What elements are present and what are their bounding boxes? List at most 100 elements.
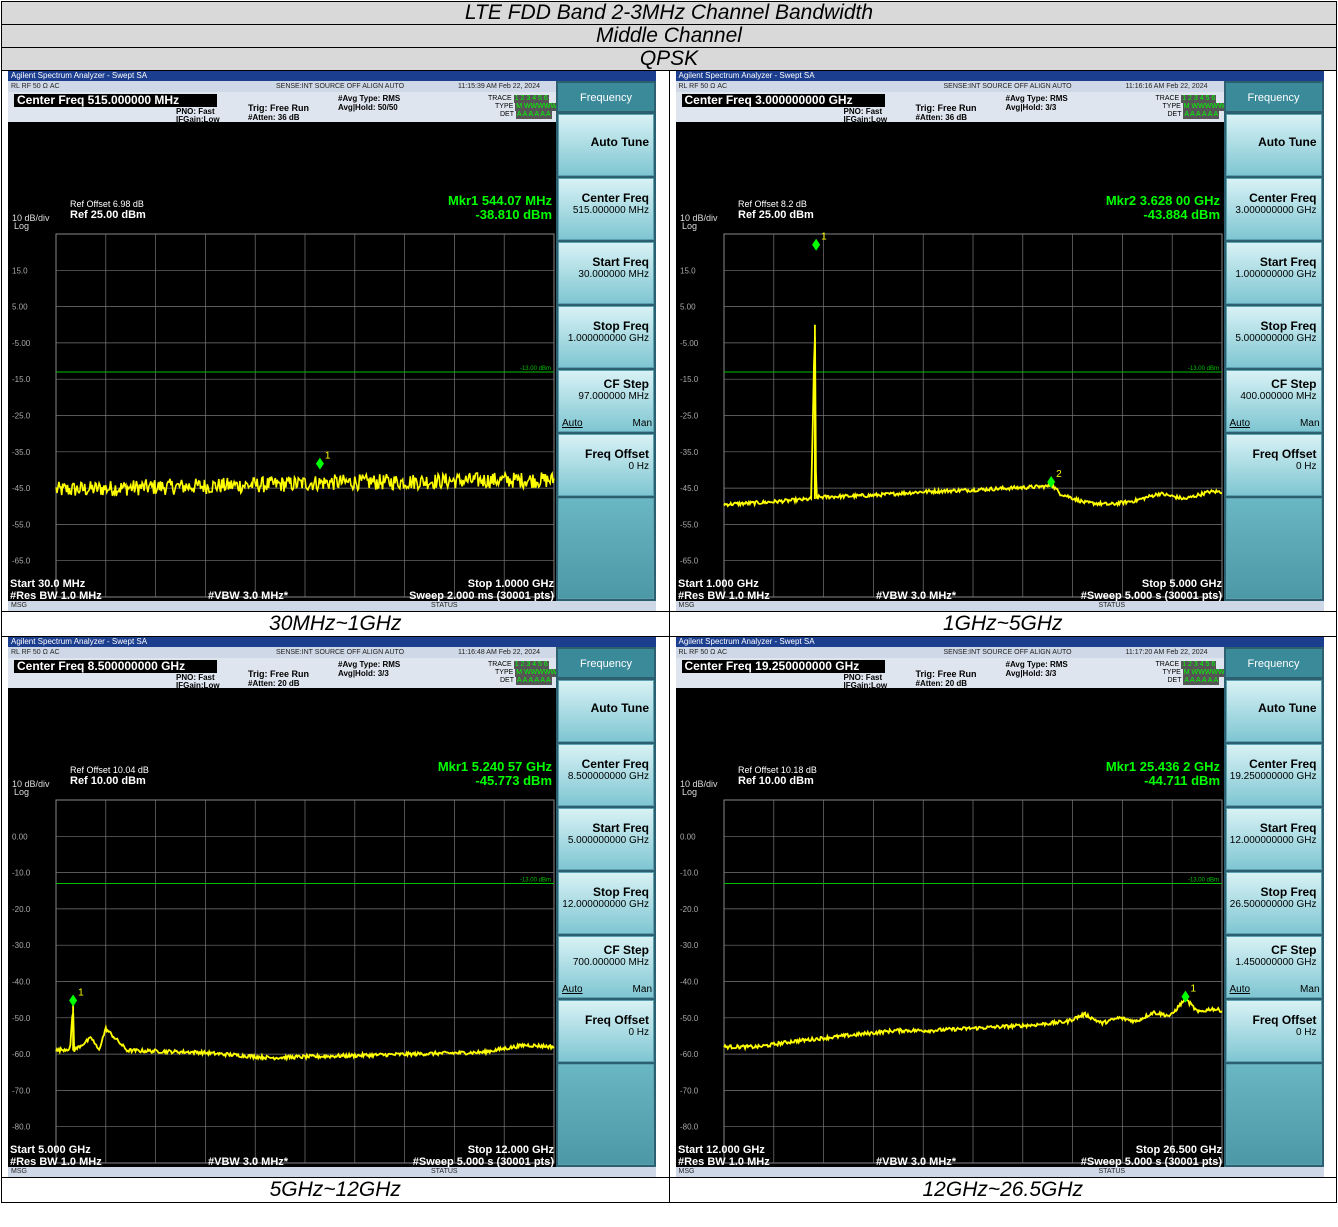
cf-step-button[interactable]: CF Step 400.000000 MHz Auto Man: [1225, 370, 1322, 432]
vbw-label: #VBW 3.0 MHz*: [876, 1156, 957, 1167]
panel-cell: Agilent Spectrum Analyzer - Swept SA RL …: [668, 70, 1337, 612]
auto-tune-button[interactable]: Auto Tune: [1225, 114, 1322, 176]
y-tick-label: -60.0: [680, 1050, 699, 1059]
start-freq-button[interactable]: Start Freq 1.000000000 GHz: [1225, 242, 1322, 304]
cf-step-value: 400.000000 MHz: [1240, 391, 1317, 402]
center-freq-button[interactable]: Center Freq 19.250000000 GHz: [1225, 744, 1322, 806]
sweep-label: #Sweep 5.000 s (30001 pts): [413, 1156, 555, 1167]
softkey-panel: Frequency Auto Tune Center Freq 515.00000…: [556, 81, 656, 601]
cf-step-auto-option[interactable]: Auto: [562, 984, 583, 995]
atten-setting: #Atten: 20 dB: [915, 679, 968, 688]
stop-freq-value: 12.000000000 GHz: [562, 899, 649, 910]
center-freq-button[interactable]: Center Freq 3.000000000 GHz: [1225, 178, 1322, 240]
freq-offset-value: 0 Hz: [1295, 461, 1317, 472]
freq-offset-button[interactable]: Freq Offset 0 Hz: [1225, 1000, 1322, 1062]
avg-type: #Avg Type: RMS: [1005, 94, 1068, 103]
timestamp: 11:16:16 AM Feb 22, 2024: [1125, 83, 1208, 90]
center-freq-value: 3.000000000 GHz: [1235, 205, 1317, 216]
stop-freq-button[interactable]: Stop Freq 1.000000000 GHz: [558, 306, 654, 368]
cf-step-man-option[interactable]: Man: [1300, 984, 1320, 995]
cf-step-man-option[interactable]: Man: [632, 418, 652, 429]
msg-label: MSG: [11, 602, 27, 609]
cf-step-title: CF Step: [1271, 943, 1317, 957]
cf-step-value: 1.450000000 GHz: [1235, 957, 1317, 968]
analyzer-status-bar: RL RF 50 Ω AC SENSE:INT SOURCE OFF ALIGN…: [8, 81, 556, 92]
avg-hold: Avg|Hold: 3/3: [1005, 103, 1057, 112]
stop-freq-button[interactable]: Stop Freq 12.000000000 GHz: [558, 872, 654, 934]
window-title: Agilent Spectrum Analyzer - Swept SA: [675, 71, 1324, 81]
status-label: STATUS: [431, 1168, 458, 1175]
cf-step-button[interactable]: CF Step 1.450000000 GHz Auto Man: [1225, 936, 1322, 998]
y-tick-label: 5.00: [12, 303, 28, 312]
ifgain-setting: IFGain:Low: [176, 115, 220, 124]
input-settings: RL RF 50 Ω AC: [678, 649, 728, 656]
center-freq-readout[interactable]: Center Freq 8.500000000 GHz: [14, 660, 217, 673]
analyzer-status-bar: RL RF 50 Ω AC SENSE:INT SOURCE OFF ALIGN…: [675, 81, 1224, 92]
input-settings: RL RF 50 Ω AC: [11, 83, 60, 90]
y-tick-label: 0.00: [680, 832, 696, 841]
y-tick-label: -40.0: [12, 978, 31, 987]
auto-tune-label: Auto Tune: [590, 135, 649, 149]
y-tick-label: -65.0: [12, 557, 31, 566]
trigger-setting: Trig: Free Run: [248, 669, 310, 679]
trace-label: TRACE: [488, 95, 512, 102]
stop-freq-value: 5.000000000 GHz: [1235, 333, 1317, 344]
start-freq-label: Start 5.000 GHz: [10, 1144, 91, 1156]
ref-offset: Ref Offset 10.18 dB: [738, 765, 817, 775]
stop-freq-button[interactable]: Stop Freq 5.000000000 GHz: [1225, 306, 1322, 368]
cf-step-button[interactable]: CF Step 97.000000 MHz Auto Man: [558, 370, 654, 432]
start-freq-button[interactable]: Start Freq 30.000000 MHz: [558, 242, 654, 304]
stop-freq-value: 1.000000000 GHz: [567, 333, 649, 344]
panel-cell: Agilent Spectrum Analyzer - Swept SA RL …: [1, 636, 670, 1178]
cf-step-auto-option[interactable]: Auto: [562, 418, 583, 429]
cf-step-auto-option[interactable]: Auto: [1229, 984, 1251, 995]
y-tick-label: 5.00: [680, 303, 696, 312]
y-tick-label: -80.0: [12, 1123, 31, 1132]
auto-tune-button[interactable]: Auto Tune: [1225, 680, 1322, 742]
atten-setting: #Atten: 36 dB: [915, 113, 968, 122]
auto-tune-button[interactable]: Auto Tune: [558, 114, 654, 176]
stop-freq-button[interactable]: Stop Freq 26.500000000 GHz: [1225, 872, 1322, 934]
report-title: LTE FDD Band 2-3MHz Channel Bandwidth: [1, 1, 1337, 25]
pno-setting: PNO: Fast: [176, 107, 215, 116]
softkey-panel: Frequency Auto Tune Center Freq 3.0000000…: [1223, 81, 1324, 601]
trace-label: TRACE: [488, 661, 512, 668]
marker-diamond: [1046, 476, 1055, 489]
y-tick-label: -5.00: [12, 339, 31, 348]
y-tick-label: -10.0: [12, 869, 31, 878]
freq-offset-button[interactable]: Freq Offset 0 Hz: [558, 434, 654, 496]
trace-label: TRACE: [1155, 95, 1180, 102]
marker-number: 1: [325, 451, 331, 462]
start-freq-value: 30.000000 MHz: [578, 269, 649, 280]
y-tick-label: -40.0: [680, 978, 699, 987]
start-freq-button[interactable]: Start Freq 5.000000000 GHz: [558, 808, 654, 870]
center-freq-readout[interactable]: Center Freq 515.000000 MHz: [14, 94, 217, 107]
marker-amp-readout: -43.884 dBm: [1143, 207, 1220, 222]
auto-tune-button[interactable]: Auto Tune: [558, 680, 654, 742]
type-values: M WWWWW: [515, 103, 559, 111]
start-freq-button[interactable]: Start Freq 12.000000000 GHz: [1225, 808, 1322, 870]
y-tick-label: -15.0: [680, 375, 699, 384]
marker-amp-readout: -38.810 dBm: [475, 207, 552, 222]
frequency-menu-title: Frequency: [558, 83, 654, 111]
cf-step-man-option[interactable]: Man: [1300, 418, 1320, 429]
y-tick-label: 15.0: [680, 266, 696, 275]
center-freq-title: Center Freq: [581, 191, 649, 205]
center-freq-button[interactable]: Center Freq 515.000000 MHz: [558, 178, 654, 240]
freq-offset-button[interactable]: Freq Offset 0 Hz: [1225, 434, 1322, 496]
panel-caption: 5GHz~12GHz: [1, 1177, 670, 1203]
cf-step-man-option[interactable]: Man: [632, 984, 652, 995]
center-freq-button[interactable]: Center Freq 8.500000000 GHz: [558, 744, 654, 806]
cf-step-button[interactable]: CF Step 700.000000 MHz Auto Man: [558, 936, 654, 998]
marker-number: 1: [821, 232, 827, 243]
center-freq-readout[interactable]: Center Freq 3.000000000 GHz: [681, 94, 885, 107]
start-freq-value: 5.000000000 GHz: [567, 835, 649, 846]
center-freq-readout[interactable]: Center Freq 19.250000000 GHz: [681, 660, 885, 673]
marker-freq-readout: Mkr1 5.240 57 GHz: [438, 759, 553, 774]
freq-offset-button[interactable]: Freq Offset 0 Hz: [558, 1000, 654, 1062]
y-tick-label: -10.0: [680, 869, 699, 878]
cf-step-auto-option[interactable]: Auto: [1229, 418, 1251, 429]
auto-tune-label: Auto Tune: [1258, 701, 1317, 715]
